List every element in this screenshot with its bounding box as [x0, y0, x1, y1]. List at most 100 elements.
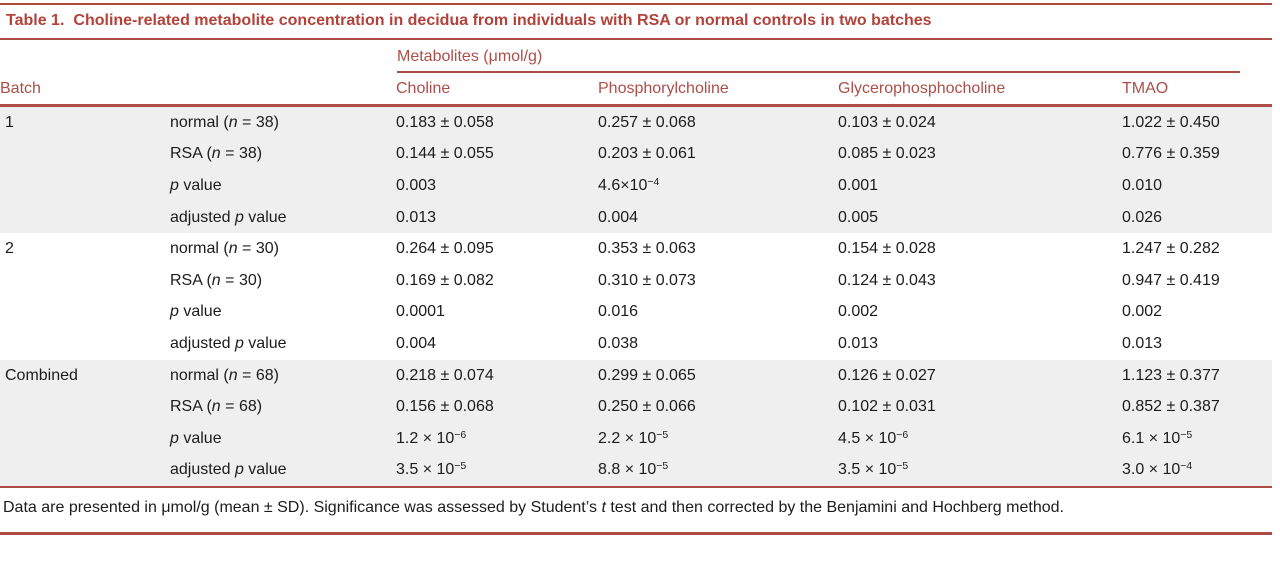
value-cell: 0.257 ± 0.068: [598, 113, 696, 131]
value-cell: 0.016: [598, 303, 639, 321]
column-header-phosphorylcholine: Phosphorylcholine: [598, 79, 729, 97]
value-cell: 0.156 ± 0.068: [396, 398, 494, 416]
group-label-var: n: [228, 240, 238, 258]
combined-section: Combined normal (n = 68) 0.218 ± 0.074 0…: [0, 359, 1272, 487]
table-row: adjusted p value 3.5 × 10−5 8.8 × 10−5 3…: [0, 455, 1272, 487]
group-label-var: p: [170, 176, 179, 194]
group-label: RSA (n = 30): [170, 272, 396, 290]
value-cell: 0.250 ± 0.066: [598, 398, 696, 416]
value-cell: 0.103 ± 0.024: [838, 113, 936, 131]
group-label-post: = 30): [220, 271, 263, 289]
group-label: normal (n = 68): [170, 367, 396, 385]
table-title: Table 1. Choline-related metabolite conce…: [0, 5, 1280, 38]
value-cell: 0.004: [598, 208, 639, 226]
group-label: adjusted p value: [170, 461, 396, 479]
value-cell: 0.013: [838, 334, 879, 352]
top-rule: [0, 3, 1272, 5]
table-row: 1 normal (n = 38) 0.183 ± 0.058 0.257 ± …: [0, 107, 1272, 139]
value-cell: 4.5 × 10−6: [838, 428, 909, 447]
value-cell: 0.013: [396, 208, 437, 226]
table-title-text: Choline-related metabolite concentration…: [73, 12, 932, 29]
value-cell: 1.022 ± 0.450: [1122, 113, 1220, 131]
value-cell: 0.038: [598, 334, 639, 352]
value-cell: 0.218 ± 0.074: [396, 366, 494, 384]
paper-table-page: Table 1. Choline-related metabolite conce…: [0, 3, 1280, 561]
group-label-post: = 30): [237, 240, 279, 258]
group-label-pre: adjusted: [170, 334, 235, 352]
group-label-pre: normal (: [170, 366, 229, 384]
group-label-pre: adjusted: [170, 461, 235, 479]
batch-cell: 2: [5, 240, 14, 258]
value-cell: 0.203 ± 0.061: [598, 145, 696, 163]
group-label-post: value: [178, 176, 222, 194]
value-cell: 0.0001: [396, 303, 445, 321]
group-label: normal (n = 30): [170, 240, 396, 258]
value-cell: 3.5 × 10−5: [396, 460, 467, 479]
header-rule: [0, 104, 1272, 107]
value-cell: 3.5 × 10−5: [838, 460, 909, 479]
value-cell: 0.264 ± 0.095: [396, 240, 494, 258]
column-header-row: Batch Choline Phosphorylcholine Glycerop…: [0, 73, 1280, 104]
value-cell: 1.247 ± 0.282: [1122, 240, 1220, 258]
group-label-post: = 38): [237, 113, 279, 131]
value-cell: 8.8 × 10−5: [598, 460, 669, 479]
value-cell: 1.123 ± 0.377: [1122, 366, 1220, 384]
table-row: p value 0.003 4.6×10−4 0.001 0.010: [0, 170, 1272, 202]
value-cell: 1.2 × 10−6: [396, 428, 467, 447]
value-cell: 0.010: [1122, 176, 1163, 194]
value-cell: 0.102 ± 0.031: [838, 398, 936, 416]
group-label-var: p: [234, 461, 244, 479]
group-label-pre: RSA (: [170, 145, 212, 163]
table-row: RSA (n = 30) 0.169 ± 0.082 0.310 ± 0.073…: [0, 265, 1280, 297]
value-cell: 0.144 ± 0.055: [396, 145, 494, 163]
column-header-tmao: TMAO: [1122, 79, 1169, 97]
group-label-post: value: [243, 334, 287, 352]
footnote-var: t: [601, 499, 606, 517]
column-header-choline: Choline: [396, 79, 451, 97]
value-cell: 0.353 ± 0.063: [598, 240, 696, 258]
value-cell: 0.004: [396, 334, 437, 352]
column-header-glycerophosphocholine: Glycerophosphocholine: [838, 79, 1006, 97]
value-cell: 0.776 ± 0.359: [1122, 145, 1220, 163]
group-label-post: value: [178, 303, 222, 321]
group-label: adjusted p value: [170, 335, 396, 353]
footnote-text-post: test and then corrected by the Benjamini…: [605, 499, 1064, 517]
batch-2-section: 2 normal (n = 30) 0.264 ± 0.095 0.353 ± …: [0, 233, 1280, 359]
metabolites-group-label: Metabolites (μmol/g): [397, 48, 1240, 73]
value-cell: 0.085 ± 0.023: [838, 145, 936, 163]
group-label-var: p: [170, 429, 179, 447]
group-label-post: = 68): [220, 398, 263, 416]
table-row: RSA (n = 68) 0.156 ± 0.068 0.250 ± 0.066…: [0, 391, 1272, 423]
footnote-rule: [0, 486, 1272, 489]
group-label: normal (n = 38): [170, 114, 396, 132]
group-label-post: = 68): [237, 366, 279, 384]
title-rule: [0, 38, 1272, 40]
metabolites-group-header: Metabolites (μmol/g): [0, 40, 1280, 73]
value-cell: 0.026: [1122, 208, 1163, 226]
bottom-rule: [0, 532, 1272, 536]
table-row: Combined normal (n = 68) 0.218 ± 0.074 0…: [0, 360, 1272, 392]
value-cell: 0.002: [838, 303, 879, 321]
value-cell: 0.169 ± 0.082: [396, 271, 494, 289]
group-label: adjusted p value: [170, 209, 396, 227]
value-cell: 0.154 ± 0.028: [838, 240, 936, 258]
group-label-pre: adjusted: [170, 208, 235, 226]
value-cell: 0.947 ± 0.419: [1122, 271, 1220, 289]
table-row: p value 1.2 × 10−6 2.2 × 10−5 4.5 × 10−6…: [0, 423, 1272, 455]
batch-1-section: 1 normal (n = 38) 0.183 ± 0.058 0.257 ± …: [0, 107, 1272, 234]
value-cell: 0.124 ± 0.043: [838, 271, 936, 289]
value-cell: 0.005: [838, 208, 879, 226]
value-cell: 0.852 ± 0.387: [1122, 398, 1220, 416]
value-cell: 0.002: [1122, 303, 1163, 321]
batch-cell: Combined: [5, 366, 78, 384]
group-label-pre: RSA (: [170, 271, 212, 289]
table-row: p value 0.0001 0.016 0.002 0.002: [0, 297, 1280, 329]
value-cell: 0.299 ± 0.065: [598, 366, 696, 384]
group-label-post: value: [178, 429, 222, 447]
group-label-var: n: [211, 398, 221, 416]
group-label: RSA (n = 38): [170, 145, 396, 163]
footnote-text-pre: Data are presented in μmol/g (mean ± SD)…: [3, 499, 602, 517]
value-cell: 4.6×10−4: [598, 175, 660, 194]
group-label-var: n: [228, 366, 238, 384]
value-cell: 0.126 ± 0.027: [838, 366, 936, 384]
